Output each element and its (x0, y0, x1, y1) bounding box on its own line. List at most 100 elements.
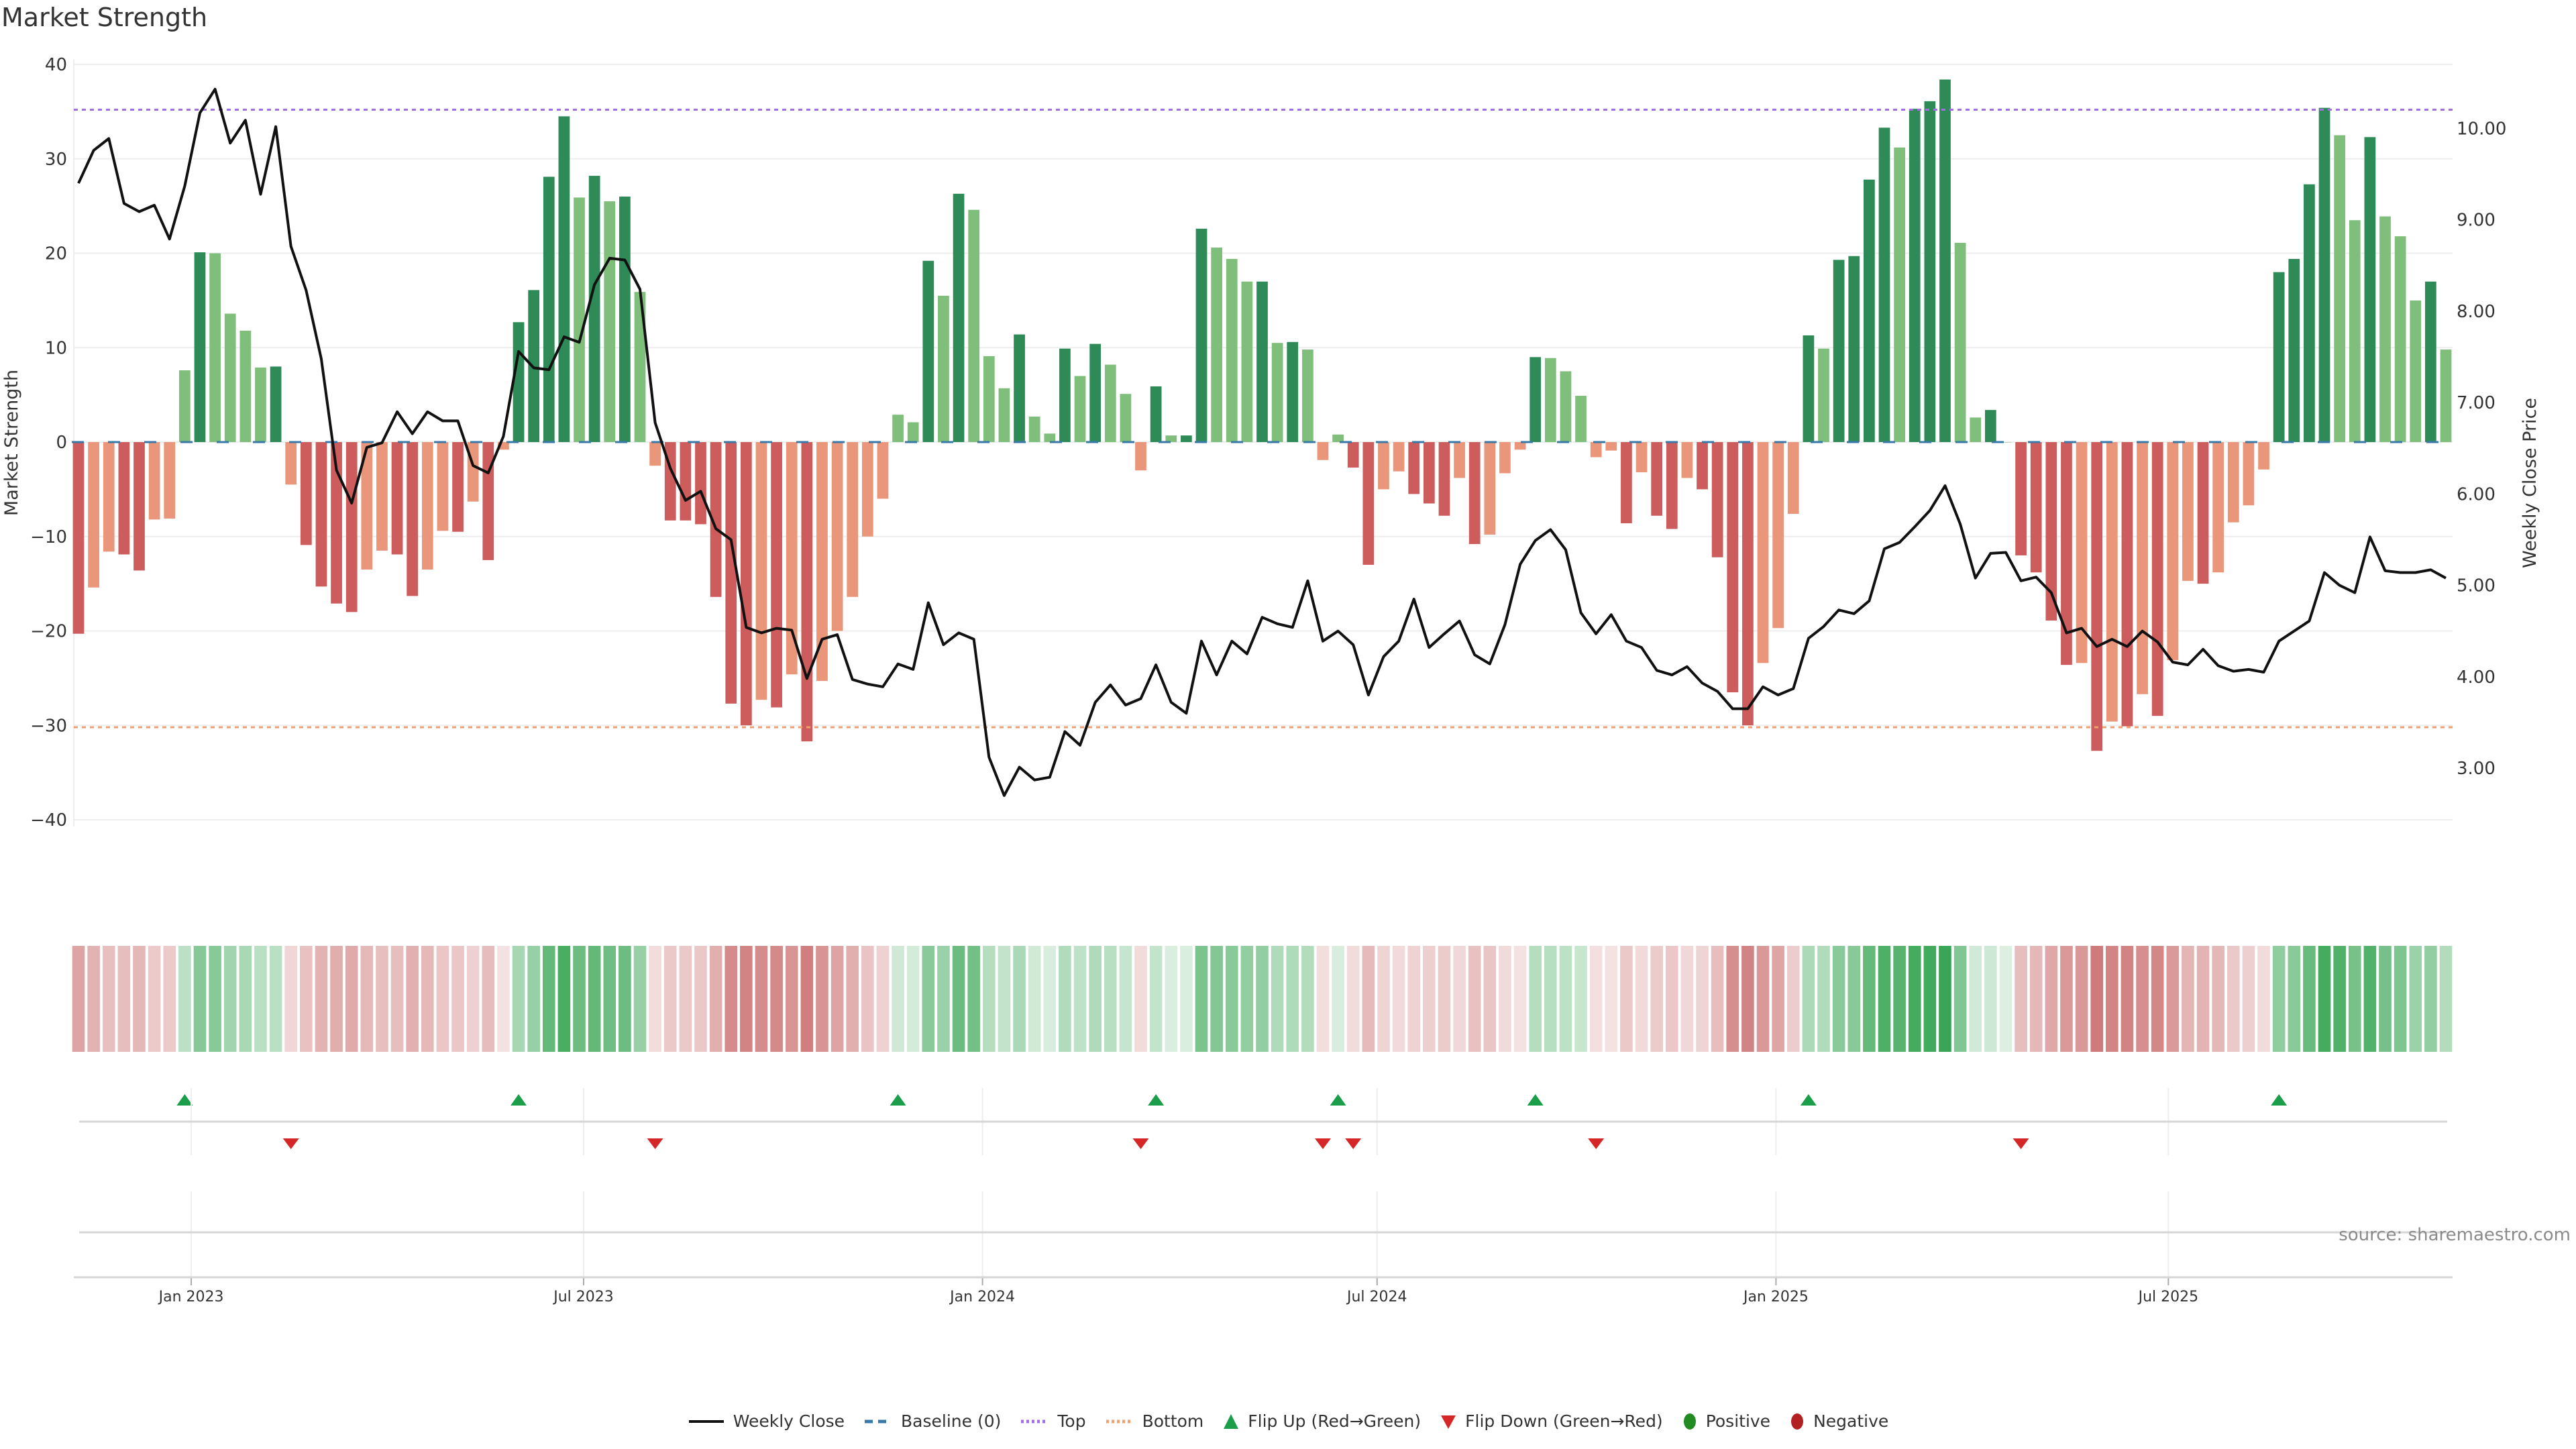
heatmap-cell (2257, 946, 2270, 1052)
heatmap-cell (406, 946, 419, 1052)
heatmap-cell (967, 946, 980, 1052)
strength-bar (224, 313, 236, 442)
heatmap-cell (209, 946, 221, 1052)
heatmap-cell (1438, 946, 1451, 1052)
heatmap-cell (663, 946, 677, 1052)
heatmap-cell (2121, 946, 2134, 1052)
heatmap-cell (1817, 946, 1830, 1052)
y-tick-label: 40 (45, 55, 67, 75)
heatmap-cell (1180, 946, 1193, 1052)
heatmap-cell (1741, 946, 1754, 1052)
weekly-close-line (77, 87, 2447, 797)
heatmap-cell (1680, 946, 1694, 1052)
strength-bar (1772, 442, 1784, 629)
line-icon (688, 1419, 724, 1423)
legend-item-negative[interactable]: Negative (1789, 1411, 1888, 1431)
legend-item-baseline[interactable]: Baseline (0) (863, 1411, 1001, 1431)
heatmap-cell (2288, 946, 2301, 1052)
strength-bar (1787, 442, 1799, 514)
heatmap-cell (1043, 946, 1057, 1052)
heatmap-cell (876, 946, 890, 1052)
heatmap-cell (2045, 946, 2058, 1052)
heatmap-cell (2348, 946, 2361, 1052)
x-tick-label: Jan 2023 (158, 1289, 224, 1305)
strength-bar (1104, 364, 1116, 442)
strength-bar (1226, 258, 1238, 442)
price-series (77, 87, 2447, 797)
strength-bar (2258, 442, 2269, 470)
heatmap-cell (1240, 946, 1254, 1052)
strength-bar (710, 442, 722, 597)
heatmap-cell (573, 946, 586, 1052)
strength-bar (2243, 442, 2255, 506)
legend-item-bottom[interactable]: Bottom (1105, 1411, 1203, 1431)
heatmap-cell (1301, 946, 1314, 1052)
flip-up-marker (2271, 1094, 2288, 1106)
legend-item-flip-down[interactable]: Flip Down (Green→Red) (1440, 1411, 1663, 1431)
strength-bar (861, 442, 873, 537)
heatmap-cell (2029, 946, 2043, 1052)
legend-item-flip-up[interactable]: Flip Up (Red→Green) (1222, 1411, 1421, 1431)
y2-axis-title: Weekly Close Price (2520, 398, 2540, 568)
heatmap-cell (709, 946, 722, 1052)
heatmap-cell (1908, 946, 1921, 1052)
triangle-up-icon (1224, 1413, 1239, 1429)
y2-tick-label: 10.00 (2457, 119, 2506, 140)
heatmap-cell (1483, 946, 1497, 1052)
heatmap-cell (2303, 946, 2316, 1052)
heatmap-cell (740, 946, 753, 1052)
strength-bar (103, 442, 115, 552)
strength-bar (164, 442, 176, 519)
heatmap-cell (800, 946, 814, 1052)
strength-bar (968, 209, 980, 442)
strength-bar (1924, 101, 1936, 442)
y-tick-label: 10 (45, 338, 67, 358)
strength-bar (816, 442, 828, 682)
flip-up-marker (1800, 1094, 1817, 1106)
heatmap-cell (679, 946, 692, 1052)
strength-bar (801, 442, 813, 742)
heatmap-cell (2075, 946, 2088, 1052)
strength-bar (2167, 442, 2179, 661)
strength-bar (2318, 107, 2330, 442)
strength-bar (922, 260, 934, 442)
strength-bar (391, 442, 403, 555)
strength-bar (315, 442, 327, 587)
y2-tick-label: 3.00 (2457, 759, 2496, 779)
legend-item-top[interactable]: Top (1020, 1411, 1086, 1431)
strength-bar (786, 442, 798, 675)
strength-bar (2273, 272, 2285, 442)
heatmap-cell (906, 946, 920, 1052)
strength-bar (1120, 394, 1132, 442)
strength-bar (574, 197, 585, 442)
legend-item-positive[interactable]: Positive (1682, 1411, 1770, 1431)
strength-bar (1195, 228, 1208, 442)
strength-bar (1499, 442, 1511, 474)
heatmap-cell (223, 946, 237, 1052)
heatmap-cell (527, 946, 540, 1052)
flip-signals (176, 1094, 2288, 1149)
heatmap-cell (2242, 946, 2255, 1052)
strength-bar (2379, 216, 2391, 442)
strength-bar (331, 442, 342, 604)
strength-bar (345, 442, 358, 612)
strength-bar (1423, 442, 1435, 504)
heatmap-cell (785, 946, 798, 1052)
strength-bar (998, 388, 1010, 442)
strength-bar (1393, 442, 1405, 472)
heatmap-cell (588, 946, 601, 1052)
legend-item-close[interactable]: Weekly Close (688, 1411, 845, 1431)
heatmap-cell (2379, 946, 2392, 1052)
strength-bar (847, 442, 859, 597)
strength-bar (376, 442, 388, 551)
strength-bar (2121, 442, 2133, 727)
heatmap-cell (1362, 946, 1375, 1052)
strength-bar (1605, 442, 1617, 451)
heatmap-cell (1847, 946, 1861, 1052)
heatmap-cell (922, 946, 935, 1052)
strength-bar (2349, 220, 2361, 442)
strength-bar (1711, 442, 1723, 557)
strength-bar (2364, 137, 2376, 442)
flip-down-marker (647, 1138, 663, 1149)
heatmap-cell (497, 946, 510, 1052)
